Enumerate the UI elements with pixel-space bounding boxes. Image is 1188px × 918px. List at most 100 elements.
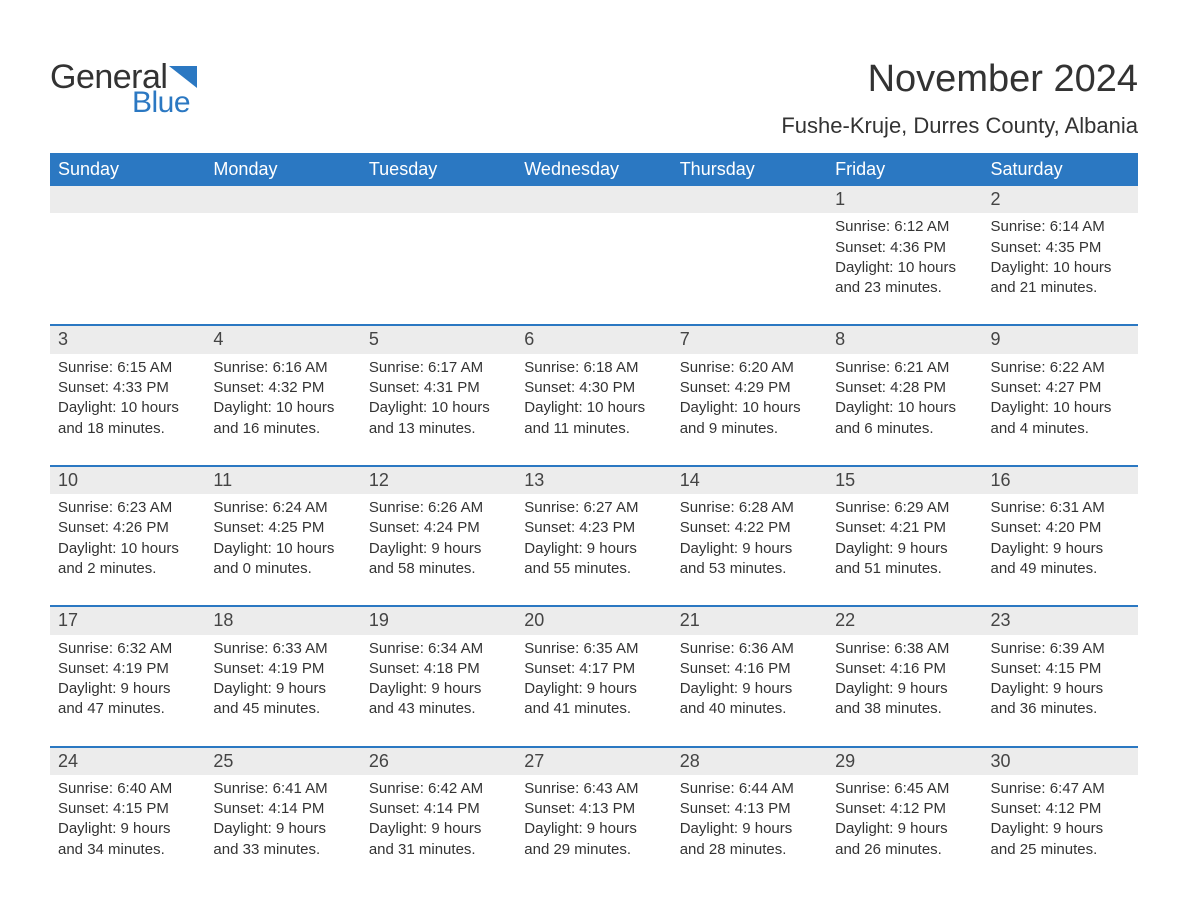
day-content: Sunrise: 6:42 AMSunset: 4:14 PMDaylight:…: [361, 775, 516, 886]
day-daylight1: Daylight: 9 hours: [991, 679, 1130, 699]
day-number: 6: [516, 326, 671, 353]
day-number: 14: [672, 467, 827, 494]
day-sunset: Sunset: 4:36 PM: [835, 238, 974, 258]
day-sunrise: Sunrise: 6:38 AM: [835, 639, 974, 659]
day-daylight2: and 6 minutes.: [835, 419, 974, 439]
day-daylight2: and 34 minutes.: [58, 840, 197, 860]
day-cell: 23Sunrise: 6:39 AMSunset: 4:15 PMDayligh…: [983, 606, 1138, 746]
day-cell: [672, 186, 827, 325]
week-row: 1Sunrise: 6:12 AMSunset: 4:36 PMDaylight…: [50, 186, 1138, 325]
day-daylight2: and 55 minutes.: [524, 559, 663, 579]
day-daylight2: and 47 minutes.: [58, 699, 197, 719]
day-cell: 10Sunrise: 6:23 AMSunset: 4:26 PMDayligh…: [50, 466, 205, 606]
day-daylight2: and 18 minutes.: [58, 419, 197, 439]
day-sunset: Sunset: 4:12 PM: [835, 799, 974, 819]
day-daylight1: Daylight: 9 hours: [991, 819, 1130, 839]
day-number: 29: [827, 748, 982, 775]
day-number: 11: [205, 467, 360, 494]
day-number: 21: [672, 607, 827, 634]
day-daylight2: and 13 minutes.: [369, 419, 508, 439]
day-daylight1: Daylight: 9 hours: [369, 819, 508, 839]
day-daylight2: and 41 minutes.: [524, 699, 663, 719]
day-cell: 17Sunrise: 6:32 AMSunset: 4:19 PMDayligh…: [50, 606, 205, 746]
day-daylight1: Daylight: 10 hours: [524, 398, 663, 418]
day-cell: 20Sunrise: 6:35 AMSunset: 4:17 PMDayligh…: [516, 606, 671, 746]
day-sunset: Sunset: 4:19 PM: [213, 659, 352, 679]
day-content: Sunrise: 6:40 AMSunset: 4:15 PMDaylight:…: [50, 775, 205, 886]
day-sunrise: Sunrise: 6:33 AM: [213, 639, 352, 659]
day-number: 9: [983, 326, 1138, 353]
day-cell: 3Sunrise: 6:15 AMSunset: 4:33 PMDaylight…: [50, 325, 205, 465]
day-cell: [205, 186, 360, 325]
day-daylight1: Daylight: 9 hours: [680, 679, 819, 699]
day-daylight2: and 53 minutes.: [680, 559, 819, 579]
day-cell: 1Sunrise: 6:12 AMSunset: 4:36 PMDaylight…: [827, 186, 982, 325]
day-daylight2: and 31 minutes.: [369, 840, 508, 860]
day-sunrise: Sunrise: 6:34 AM: [369, 639, 508, 659]
day-sunrise: Sunrise: 6:44 AM: [680, 779, 819, 799]
day-sunset: Sunset: 4:23 PM: [524, 518, 663, 538]
day-daylight1: Daylight: 9 hours: [524, 539, 663, 559]
day-cell: 13Sunrise: 6:27 AMSunset: 4:23 PMDayligh…: [516, 466, 671, 606]
day-daylight1: Daylight: 9 hours: [369, 679, 508, 699]
logo-text-blue: Blue: [132, 88, 197, 118]
day-cell: 30Sunrise: 6:47 AMSunset: 4:12 PMDayligh…: [983, 747, 1138, 886]
day-cell: [50, 186, 205, 325]
day-number: 2: [983, 186, 1138, 213]
day-daylight1: Daylight: 10 hours: [58, 398, 197, 418]
day-content: Sunrise: 6:41 AMSunset: 4:14 PMDaylight:…: [205, 775, 360, 886]
day-cell: 9Sunrise: 6:22 AMSunset: 4:27 PMDaylight…: [983, 325, 1138, 465]
day-sunrise: Sunrise: 6:20 AM: [680, 358, 819, 378]
day-number: 7: [672, 326, 827, 353]
day-daylight2: and 16 minutes.: [213, 419, 352, 439]
day-sunset: Sunset: 4:12 PM: [991, 799, 1130, 819]
day-sunrise: Sunrise: 6:18 AM: [524, 358, 663, 378]
day-number: 15: [827, 467, 982, 494]
day-number: 26: [361, 748, 516, 775]
day-number: 22: [827, 607, 982, 634]
day-number: 20: [516, 607, 671, 634]
day-sunset: Sunset: 4:35 PM: [991, 238, 1130, 258]
day-header: Monday: [205, 153, 360, 186]
day-header-row: Sunday Monday Tuesday Wednesday Thursday…: [50, 153, 1138, 186]
day-cell: 8Sunrise: 6:21 AMSunset: 4:28 PMDaylight…: [827, 325, 982, 465]
day-content: Sunrise: 6:34 AMSunset: 4:18 PMDaylight:…: [361, 635, 516, 746]
day-number: 8: [827, 326, 982, 353]
day-daylight1: Daylight: 10 hours: [835, 398, 974, 418]
day-daylight1: Daylight: 10 hours: [369, 398, 508, 418]
day-content: Sunrise: 6:36 AMSunset: 4:16 PMDaylight:…: [672, 635, 827, 746]
day-sunrise: Sunrise: 6:42 AM: [369, 779, 508, 799]
day-content: Sunrise: 6:21 AMSunset: 4:28 PMDaylight:…: [827, 354, 982, 465]
day-content: Sunrise: 6:14 AMSunset: 4:35 PMDaylight:…: [983, 213, 1138, 324]
day-daylight1: Daylight: 9 hours: [835, 539, 974, 559]
day-sunrise: Sunrise: 6:15 AM: [58, 358, 197, 378]
day-header: Tuesday: [361, 153, 516, 186]
day-daylight1: Daylight: 10 hours: [213, 398, 352, 418]
day-sunset: Sunset: 4:27 PM: [991, 378, 1130, 398]
day-header: Sunday: [50, 153, 205, 186]
day-number: 23: [983, 607, 1138, 634]
day-number: 25: [205, 748, 360, 775]
day-number: 3: [50, 326, 205, 353]
day-daylight2: and 4 minutes.: [991, 419, 1130, 439]
day-cell: 12Sunrise: 6:26 AMSunset: 4:24 PMDayligh…: [361, 466, 516, 606]
day-daylight1: Daylight: 9 hours: [835, 819, 974, 839]
day-daylight2: and 43 minutes.: [369, 699, 508, 719]
day-content: Sunrise: 6:45 AMSunset: 4:12 PMDaylight:…: [827, 775, 982, 886]
day-content: Sunrise: 6:28 AMSunset: 4:22 PMDaylight:…: [672, 494, 827, 605]
day-cell: 15Sunrise: 6:29 AMSunset: 4:21 PMDayligh…: [827, 466, 982, 606]
day-daylight2: and 0 minutes.: [213, 559, 352, 579]
day-number: 10: [50, 467, 205, 494]
day-sunset: Sunset: 4:17 PM: [524, 659, 663, 679]
day-sunrise: Sunrise: 6:45 AM: [835, 779, 974, 799]
day-daylight1: Daylight: 9 hours: [369, 539, 508, 559]
day-content: Sunrise: 6:15 AMSunset: 4:33 PMDaylight:…: [50, 354, 205, 465]
day-daylight1: Daylight: 9 hours: [835, 679, 974, 699]
day-cell: 6Sunrise: 6:18 AMSunset: 4:30 PMDaylight…: [516, 325, 671, 465]
day-daylight1: Daylight: 9 hours: [213, 679, 352, 699]
calendar-table: Sunday Monday Tuesday Wednesday Thursday…: [50, 153, 1138, 886]
day-content: Sunrise: 6:47 AMSunset: 4:12 PMDaylight:…: [983, 775, 1138, 886]
day-cell: 11Sunrise: 6:24 AMSunset: 4:25 PMDayligh…: [205, 466, 360, 606]
day-sunset: Sunset: 4:33 PM: [58, 378, 197, 398]
day-daylight1: Daylight: 9 hours: [524, 679, 663, 699]
